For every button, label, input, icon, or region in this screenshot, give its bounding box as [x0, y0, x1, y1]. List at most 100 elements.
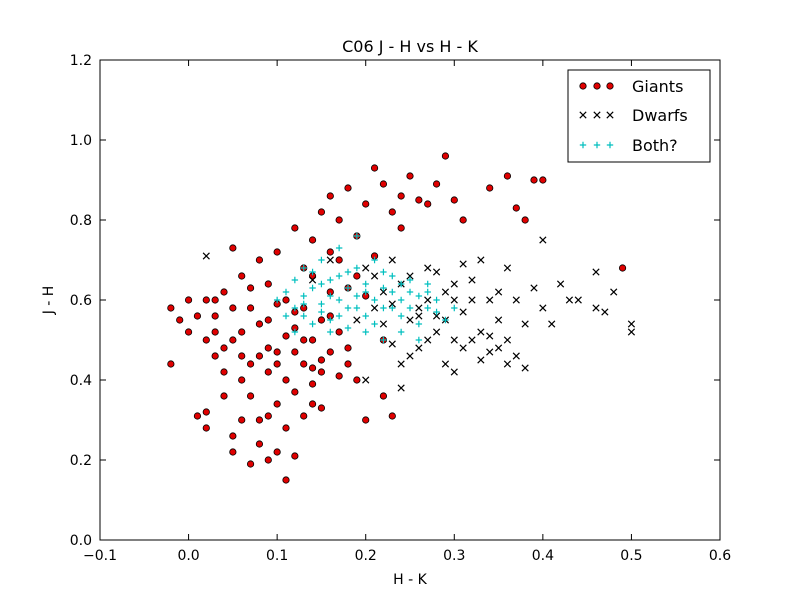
data-point — [503, 172, 512, 180]
data-point — [327, 292, 334, 300]
data-point — [442, 316, 449, 324]
data-point — [406, 352, 414, 360]
data-point — [618, 264, 627, 272]
data-point — [308, 364, 317, 372]
data-point — [432, 312, 441, 320]
data-point — [317, 404, 326, 412]
data-point — [441, 152, 450, 160]
data-point — [344, 360, 352, 368]
data-point — [371, 320, 378, 328]
data-point — [592, 304, 600, 312]
series-both — [273, 232, 458, 344]
data-point — [397, 224, 405, 232]
data-point — [291, 276, 299, 284]
data-point — [415, 304, 423, 312]
legend-marker — [593, 111, 601, 119]
data-point — [344, 284, 352, 292]
data-point — [300, 412, 308, 420]
data-point — [388, 300, 396, 308]
data-point — [530, 176, 538, 184]
chart-title: C06 J - H vs H - K — [342, 37, 478, 56]
data-point — [362, 264, 370, 272]
y-axis: 0.0 0.2 0.4 0.6 0.8 1.0 1.2 — [70, 53, 720, 549]
data-point — [273, 360, 281, 368]
y-tick-label: 0.4 — [70, 373, 92, 389]
data-point — [202, 408, 210, 416]
x-tick-label: 0.2 — [355, 548, 377, 564]
data-point — [380, 284, 387, 292]
data-point — [282, 476, 290, 484]
series-dwarfs — [202, 236, 636, 392]
data-point — [415, 336, 423, 344]
legend-marker — [606, 82, 614, 90]
data-point — [282, 332, 290, 340]
data-point — [335, 312, 343, 320]
data-point — [574, 296, 582, 304]
data-point — [353, 232, 361, 240]
data-point — [308, 400, 317, 408]
data-point — [264, 412, 272, 420]
data-point — [539, 176, 547, 184]
data-point — [406, 272, 414, 280]
data-point — [379, 288, 388, 296]
y-tick-label: 0.8 — [70, 213, 92, 229]
data-point — [415, 312, 423, 320]
data-point — [380, 304, 387, 312]
data-point — [451, 304, 458, 312]
data-point — [468, 276, 476, 284]
data-point — [388, 412, 396, 420]
data-point — [335, 272, 343, 280]
data-point — [238, 416, 246, 424]
x-tick-label: 0.5 — [620, 548, 642, 564]
y-tick-label: 0.6 — [70, 293, 92, 309]
data-point — [282, 312, 290, 320]
data-point — [220, 288, 228, 296]
legend-item-dwarfs: Dwarfs — [579, 106, 688, 125]
legend-marker — [606, 141, 614, 149]
data-point — [300, 336, 308, 344]
data-point — [309, 268, 316, 276]
data-point — [308, 236, 317, 244]
data-point — [282, 288, 290, 296]
data-point — [318, 256, 325, 264]
data-point — [193, 312, 202, 320]
data-point — [370, 304, 379, 312]
data-point — [468, 336, 476, 344]
data-point — [415, 196, 423, 204]
data-point — [450, 280, 458, 288]
data-point — [344, 184, 352, 192]
data-point — [424, 200, 432, 208]
data-point — [211, 312, 219, 320]
data-point — [344, 268, 352, 276]
data-point — [229, 304, 237, 312]
data-point — [389, 304, 396, 312]
data-point — [273, 248, 281, 256]
legend-label: Both? — [632, 136, 678, 155]
data-point — [220, 392, 228, 400]
data-point — [362, 288, 369, 296]
series-giants — [167, 152, 627, 484]
data-point — [424, 296, 432, 304]
data-point — [406, 288, 414, 296]
data-point — [246, 460, 255, 468]
data-point — [255, 320, 264, 328]
data-point — [202, 424, 210, 432]
data-points — [167, 152, 636, 484]
data-point — [282, 376, 290, 384]
data-point — [229, 336, 237, 344]
data-point — [406, 316, 414, 324]
y-tick-label: 1.2 — [70, 53, 92, 69]
data-point — [424, 336, 432, 344]
data-point — [450, 368, 458, 376]
data-point — [335, 328, 343, 336]
data-point — [353, 292, 361, 300]
x-tick-label: 0.3 — [443, 548, 465, 564]
data-point — [370, 164, 379, 172]
data-point — [539, 304, 547, 312]
data-point — [317, 316, 326, 324]
data-point — [353, 376, 361, 384]
data-point — [184, 296, 193, 304]
data-point — [308, 336, 317, 344]
data-point — [477, 328, 485, 336]
